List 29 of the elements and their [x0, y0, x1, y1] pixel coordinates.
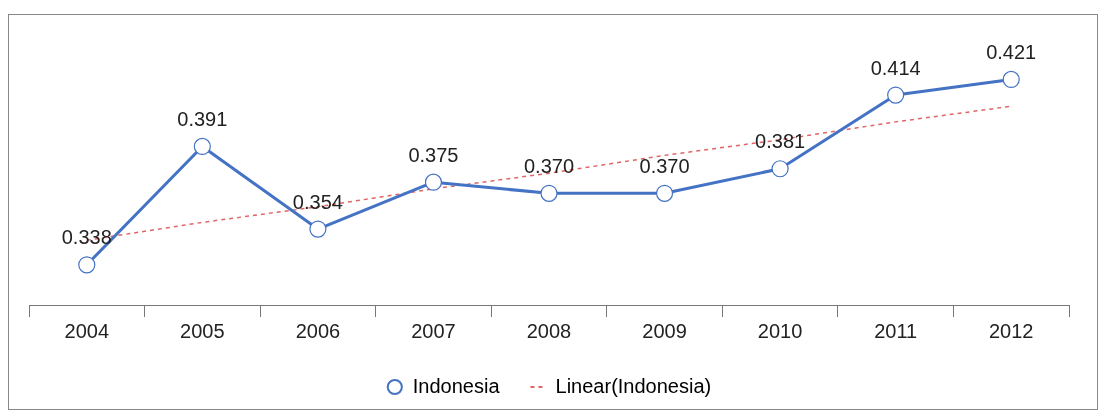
- point: [193, 137, 211, 156]
- data-label: 0.391: [177, 107, 228, 130]
- x-tick-label: 2011: [874, 319, 918, 342]
- x-tick-label: 2006: [295, 319, 341, 342]
- data-label: 0.338: [61, 226, 112, 249]
- x-tick-label: 2012: [988, 319, 1034, 342]
- point: [655, 184, 674, 202]
- legend-label: Indonesia: [412, 374, 501, 397]
- point: [771, 160, 789, 178]
- data-label: 0.421: [986, 40, 1037, 63]
- data-label: 0.375: [408, 143, 459, 166]
- point: [1002, 70, 1020, 89]
- data-label: 0.370: [523, 154, 575, 177]
- x-tick-label: 2009: [642, 319, 687, 342]
- x-tick-label: 2010: [757, 319, 803, 342]
- x-tick-label: 2004: [64, 319, 110, 342]
- legend-label: Linear(Indonesia): [555, 374, 712, 397]
- x-tick-label: 2007: [411, 319, 456, 342]
- x-tick-label: 2005: [180, 319, 225, 342]
- data-label: 0.370: [639, 154, 690, 177]
- data-label: 0.381: [755, 130, 806, 153]
- point: [309, 220, 327, 238]
- point: [424, 173, 443, 191]
- point: [78, 256, 96, 274]
- point: [540, 184, 558, 202]
- data-label: 0.414: [870, 56, 921, 79]
- point: [887, 86, 905, 104]
- x-tick-label: 2008: [526, 319, 572, 342]
- data-label: 0.354: [292, 190, 343, 213]
